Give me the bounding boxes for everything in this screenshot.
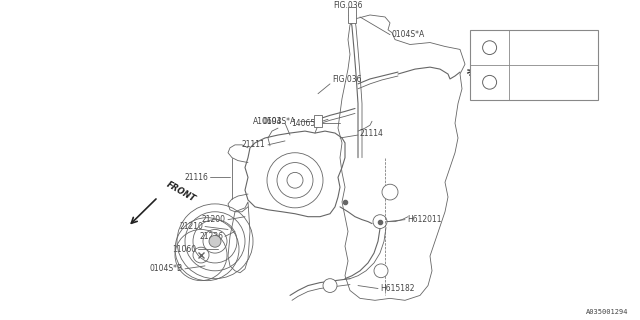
Bar — [470, 30, 598, 100]
Text: 11060: 11060 — [172, 245, 196, 254]
FancyBboxPatch shape — [314, 115, 322, 127]
Text: FRONT: FRONT — [165, 180, 197, 204]
Text: 1: 1 — [388, 189, 392, 195]
Text: FIG.036: FIG.036 — [333, 1, 363, 10]
Text: 0104S*B: 0104S*B — [150, 264, 183, 273]
Text: 14065: 14065 — [291, 119, 315, 128]
Circle shape — [374, 264, 388, 278]
Text: 21114: 21114 — [360, 129, 384, 138]
Circle shape — [483, 41, 497, 54]
Text: F92209: F92209 — [514, 43, 541, 52]
Text: FIG.720: FIG.720 — [490, 65, 520, 74]
Text: 1: 1 — [487, 78, 492, 87]
FancyBboxPatch shape — [348, 7, 356, 23]
Circle shape — [209, 236, 221, 247]
Text: 21210: 21210 — [179, 222, 203, 231]
Text: 2: 2 — [487, 43, 492, 52]
Text: H615182: H615182 — [380, 284, 415, 293]
Text: 21116: 21116 — [184, 173, 208, 182]
Text: 0104S*A: 0104S*A — [392, 30, 425, 39]
Text: 21111: 21111 — [241, 140, 265, 149]
Text: 21236: 21236 — [199, 232, 223, 241]
Text: H612011: H612011 — [407, 215, 442, 224]
Text: 2: 2 — [379, 268, 383, 273]
Text: 2: 2 — [328, 283, 332, 288]
Circle shape — [483, 76, 497, 89]
Text: 21200: 21200 — [202, 215, 226, 224]
Text: F91801: F91801 — [514, 78, 541, 87]
Text: 0104S*A: 0104S*A — [263, 117, 296, 126]
Circle shape — [323, 279, 337, 292]
Text: A10693: A10693 — [253, 117, 282, 126]
Text: A035001294: A035001294 — [586, 309, 628, 315]
Text: FIG.036: FIG.036 — [332, 76, 362, 84]
Circle shape — [382, 184, 398, 200]
